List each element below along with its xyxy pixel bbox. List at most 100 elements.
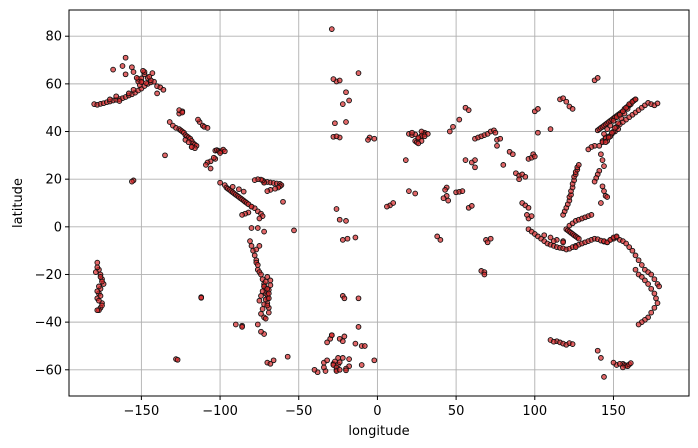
data-point (162, 152, 168, 159)
data-point (645, 281, 651, 287)
data-point (462, 157, 469, 163)
data-point (247, 238, 253, 244)
data-point (588, 212, 595, 218)
data-point (610, 359, 617, 366)
data-point (525, 204, 532, 211)
data-point (343, 119, 349, 125)
data-point (258, 328, 264, 335)
x-tick-label: 50 (448, 404, 465, 419)
data-point (138, 79, 145, 85)
data-point (550, 238, 557, 244)
data-point (119, 63, 126, 69)
data-point (122, 71, 129, 78)
data-point (258, 310, 264, 317)
data-point (627, 360, 634, 366)
data-point (99, 278, 105, 285)
data-point (612, 125, 618, 131)
data-point (129, 178, 135, 185)
data-point (620, 364, 626, 371)
data-point (267, 277, 274, 284)
data-point (648, 309, 655, 316)
y-tick-label: 40 (45, 125, 62, 140)
data-point (221, 148, 228, 155)
plot-frame (68, 9, 690, 397)
data-point (267, 360, 274, 367)
data-point (599, 183, 606, 190)
grid-lines (69, 10, 689, 396)
data-point (185, 139, 192, 146)
data-point (598, 355, 604, 361)
data-point (262, 315, 269, 322)
data-point (609, 129, 615, 136)
data-point (203, 162, 209, 168)
data-point (146, 73, 153, 80)
data-point (236, 186, 242, 193)
data-point (575, 235, 582, 242)
data-point (239, 212, 245, 218)
data-point (535, 106, 541, 112)
data-point (601, 163, 607, 169)
data-point (333, 133, 340, 140)
data-point (445, 197, 452, 204)
data-point (195, 116, 201, 123)
y-axis-label: latitude (11, 178, 26, 228)
data-point (638, 262, 645, 268)
data-point (569, 106, 576, 112)
data-point (601, 374, 607, 380)
data-point (541, 232, 548, 239)
data-point (154, 90, 160, 97)
data-point (343, 89, 349, 96)
data-point (560, 239, 566, 246)
data-point (497, 135, 504, 142)
data-point (341, 333, 348, 340)
data-point (487, 235, 494, 242)
data-point (251, 252, 258, 259)
data-point (604, 126, 611, 132)
y-tick-label: 80 (45, 30, 62, 45)
data-point (272, 185, 278, 192)
data-point (524, 212, 530, 218)
data-point (143, 80, 149, 86)
y-tick-label: 60 (45, 77, 62, 92)
data-point (166, 119, 173, 125)
data-point (248, 203, 255, 210)
data-point (265, 309, 272, 316)
data-point (563, 98, 570, 105)
data-point (390, 200, 397, 206)
x-tick-label: −150 (124, 404, 160, 419)
data-point (421, 133, 428, 140)
x-tick-label: 150 (601, 404, 626, 419)
data-point (560, 95, 566, 102)
axis-ticks: −150 −100 −50 0 50 100 150 −60 −40 −20 0 20 40 60 80 (35, 30, 626, 419)
x-tick-label: −50 (285, 404, 312, 419)
data-point (585, 146, 592, 153)
data-point (355, 295, 362, 302)
data-point (352, 340, 359, 347)
data-point (264, 302, 271, 309)
data-point (615, 120, 622, 127)
data-point (591, 178, 598, 185)
x-axis-label: longitude (348, 424, 409, 439)
data-point (97, 274, 104, 280)
data-point (210, 154, 217, 161)
data-point (456, 116, 463, 123)
data-point (492, 129, 499, 136)
data-point (254, 225, 261, 231)
data-point (335, 355, 341, 361)
data-points (91, 26, 662, 380)
data-point (575, 162, 582, 168)
data-point (232, 321, 239, 328)
data-point (509, 151, 516, 158)
data-point (122, 54, 129, 61)
data-point (256, 297, 263, 304)
data-point (594, 75, 601, 81)
data-point (270, 357, 277, 364)
data-point (653, 295, 659, 302)
data-point (339, 237, 346, 243)
data-point (365, 137, 371, 143)
data-point (402, 157, 409, 163)
data-point (598, 200, 604, 206)
data-point (465, 107, 472, 113)
data-point (522, 173, 529, 180)
data-point (450, 123, 456, 130)
